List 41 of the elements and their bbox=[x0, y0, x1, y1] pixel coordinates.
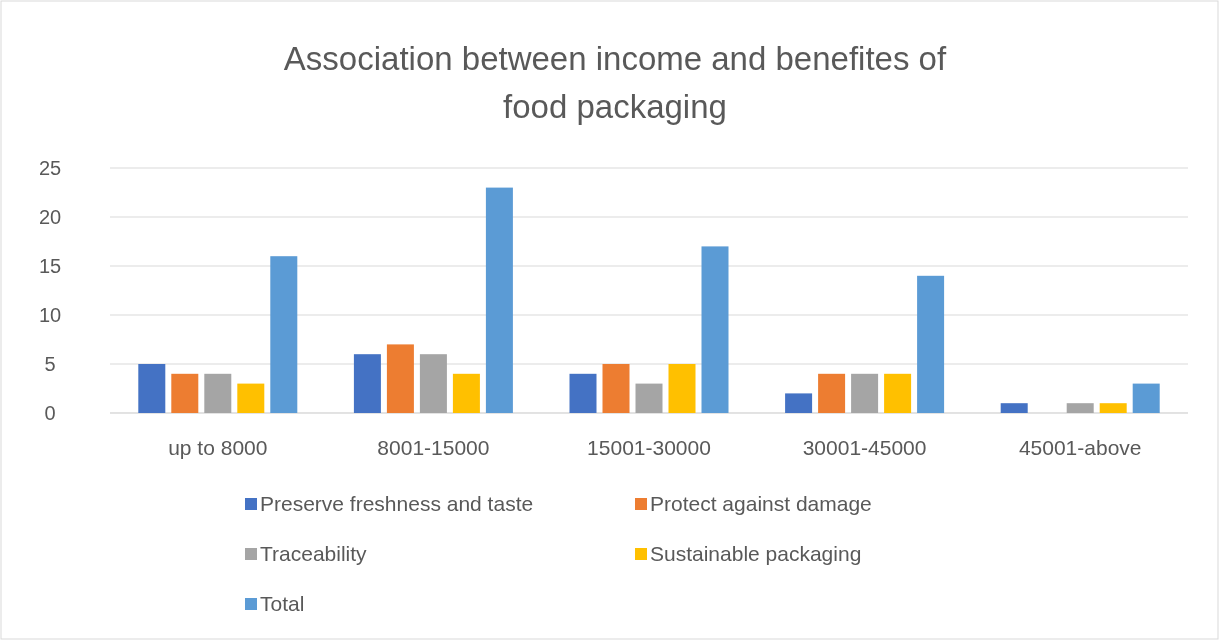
y-tick-label: 0 bbox=[44, 402, 56, 424]
bar bbox=[701, 246, 729, 413]
chart-title: Association between income and benefites of food packaging bbox=[283, 40, 947, 125]
legend-label: Traceability bbox=[260, 542, 368, 565]
bar bbox=[569, 373, 597, 413]
bar bbox=[171, 373, 199, 413]
bar bbox=[204, 373, 232, 413]
bar bbox=[1066, 403, 1094, 413]
y-tick-label: 15 bbox=[38, 255, 62, 277]
bar bbox=[917, 275, 945, 413]
bar bbox=[884, 373, 912, 413]
legend-label: Protect against damage bbox=[650, 492, 872, 515]
bar bbox=[138, 364, 166, 413]
bar bbox=[237, 383, 265, 413]
bar bbox=[635, 383, 663, 413]
bar bbox=[353, 354, 381, 413]
bar bbox=[602, 364, 630, 413]
bar bbox=[1099, 403, 1127, 413]
bar bbox=[419, 354, 447, 413]
x-tick-label: 45001-above bbox=[1018, 436, 1142, 459]
x-tick-label: 30001-45000 bbox=[802, 436, 927, 459]
y-tick-label: 10 bbox=[38, 304, 62, 326]
y-tick-label: 25 bbox=[38, 157, 62, 179]
bar bbox=[386, 344, 414, 413]
bar bbox=[851, 373, 879, 413]
x-tick-label: 8001-15000 bbox=[377, 436, 490, 459]
bar bbox=[785, 393, 813, 413]
bar bbox=[485, 187, 513, 413]
bar bbox=[1000, 403, 1028, 413]
legend-label: Sustainable packaging bbox=[650, 542, 862, 565]
x-tick-label: up to 8000 bbox=[168, 436, 268, 459]
legend-label: Total bbox=[260, 592, 305, 615]
bar bbox=[452, 373, 480, 413]
bar bbox=[668, 364, 696, 413]
y-tick-label: 20 bbox=[38, 206, 62, 228]
bar bbox=[1132, 383, 1160, 413]
bar bbox=[270, 256, 298, 413]
x-tick-label: 15001-30000 bbox=[587, 436, 711, 459]
bar bbox=[818, 373, 846, 413]
legend-label: Preserve freshness and taste bbox=[260, 492, 534, 515]
y-tick-label: 5 bbox=[44, 353, 56, 375]
